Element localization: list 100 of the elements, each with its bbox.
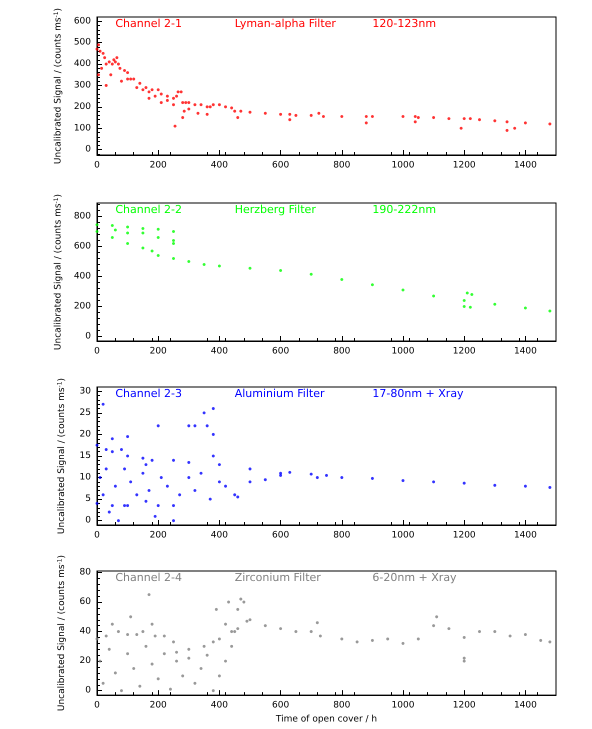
x-tick-label: 1400 [514,160,538,170]
point [172,239,175,242]
x-tick-label: 1200 [452,160,476,170]
point [493,302,496,306]
point [156,236,160,239]
x-tick-label: 0 [94,346,100,356]
point [218,264,221,268]
point [402,288,404,292]
y-tick-label: 0 [85,332,92,342]
x-tick-label: 400 [210,160,228,170]
y-tick-label: 20 [80,429,92,440]
x-tick-label: 1200 [452,700,476,711]
point [248,266,252,270]
x-tick-label: 400 [210,346,228,356]
point [172,230,175,233]
point [150,250,154,252]
y-tick-label: 300 [74,80,92,90]
y-tick-label: 400 [74,59,92,70]
annotation: Channel 2-1 [115,17,182,30]
point [432,294,436,298]
x-tick-label: 1000 [392,346,415,356]
x-tick-label: 0 [94,700,100,711]
x-tick-label: 600 [272,530,290,540]
y-tick-label: 0 [85,144,92,155]
x-tick-label: 200 [150,530,168,540]
x-tick-label: 1000 [392,700,415,711]
x-tick-label: 1400 [514,530,538,540]
y-tick-label: 15 [80,451,91,461]
y-tick-label: 200 [74,102,92,112]
x-tick-label: 400 [210,700,228,711]
x-tick-label: 200 [150,700,168,711]
point [466,292,469,294]
point [126,226,130,228]
annotation: Channel 2-4 [115,571,182,584]
point [172,257,175,260]
annotation: Zirconium Filter [234,571,322,584]
point [126,242,130,245]
annotation: Herzberg Filter [234,203,316,216]
y-tick-label: 600 [74,16,92,26]
x-tick-label: 1400 [514,700,538,711]
point [126,232,130,234]
point [470,293,474,296]
x-tick-label: 1000 [392,160,415,170]
point [110,224,114,227]
x-tick-label: 200 [150,160,168,170]
x-tick-label: 800 [333,346,351,356]
annotation: Channel 2-3 [115,387,182,400]
y-tick-label: 200 [74,302,92,312]
point [370,283,374,286]
y-tick-label: 800 [74,212,92,222]
point [468,306,472,309]
point [524,306,527,310]
y-tick-label: 100 [74,123,92,134]
annotation: Channel 2-2 [115,203,182,216]
point [340,278,344,281]
point [96,223,98,226]
y-tick-label: 20 [80,656,92,666]
y-tick-label: 80 [80,567,92,578]
point [141,232,144,234]
point [156,228,160,231]
x-tick-label: 800 [333,160,351,170]
x-tick-label: 1400 [514,346,538,356]
y-tick-label: 5 [85,494,91,504]
point [279,269,282,272]
x-tick-label: 0 [94,160,100,170]
y-tick-label: 30 [80,386,92,396]
y-tick-label: 500 [74,38,92,48]
y-tick-label: 25 [80,408,91,418]
point [310,272,313,276]
point [110,236,114,239]
x-tick-label: 600 [272,346,290,356]
x-tick-label: 200 [150,346,168,356]
point [462,305,466,308]
point [548,310,552,312]
point [187,260,190,263]
x-tick-label: 1200 [452,346,476,356]
point [156,254,160,257]
y-tick-label: 10 [80,472,92,483]
annotation: Aluminium Filter [234,387,325,400]
point [141,246,144,250]
x-tick-label: 0 [94,530,100,540]
annotation: 6-20nm + Xray [372,571,458,584]
x-tick-label: 1200 [452,530,476,540]
x-axis-title: Time of open cover / h [274,714,378,724]
y-tick-label: 0 [85,686,92,696]
point [462,299,466,302]
point [114,228,117,232]
y-tick-label: 40 [80,626,92,637]
x-tick-label: 1000 [392,530,415,540]
x-tick-label: 600 [272,160,290,170]
x-tick-label: 400 [210,530,228,540]
annotation: 120-123nm [372,17,436,30]
point [202,263,206,266]
x-tick-label: 800 [333,700,351,711]
point [141,227,144,230]
annotation: Lyman-alpha Filter [234,17,336,30]
annotation: 190-222nm [372,203,436,216]
x-tick-label: 800 [333,530,351,540]
point [96,230,98,233]
y-tick-label: 60 [80,597,92,608]
